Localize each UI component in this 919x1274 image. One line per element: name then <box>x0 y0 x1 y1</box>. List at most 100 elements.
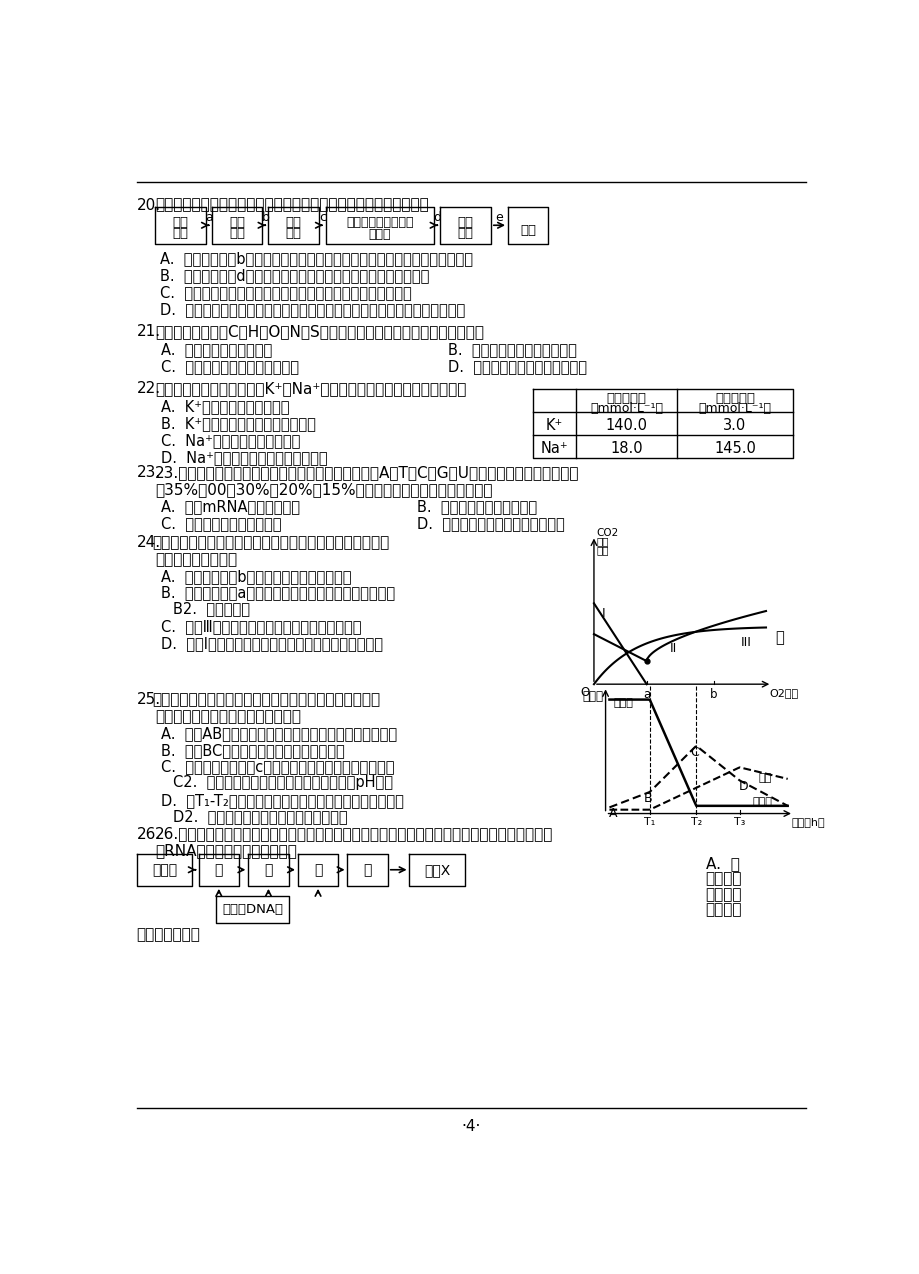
Text: 乙: 乙 <box>264 862 272 877</box>
Text: D.  Na⁺与有关载体蛋白结合排出细胞: D. Na⁺与有关载体蛋白结合排出细胞 <box>162 450 328 465</box>
Text: ·4·: ·4· <box>461 1120 481 1134</box>
Text: A.  结合mRNA，合成蛋白质: A. 结合mRNA，合成蛋白质 <box>162 499 301 515</box>
Text: a: a <box>642 688 650 701</box>
Text: T₁: T₁ <box>643 818 654 827</box>
Text: 加工的蛋: 加工的蛋 <box>705 902 742 917</box>
Text: 戊（有DNA）: 戊（有DNA） <box>221 903 283 916</box>
Text: 有生根发芽能力的胚: 有生根发芽能力的胚 <box>346 217 414 229</box>
Text: C2.  量消耗外，还有乙醇的含量过高及溶液pH下降: C2. 量消耗外，还有乙醇的含量过高及溶液pH下降 <box>173 775 392 790</box>
Text: 细胞外浓度: 细胞外浓度 <box>714 392 754 405</box>
Text: A.  K⁺经钒离子通道排出细胞: A. K⁺经钒离子通道排出细胞 <box>162 399 289 414</box>
Text: A.  与抗原发生特异性结合: A. 与抗原发生特异性结合 <box>162 343 272 357</box>
Text: A.  脱分化发生在b步骤，形成感伤组织，在此过程中植物激素发挥了重要作用: A. 脱分化发生在b步骤，形成感伤组织，在此过程中植物激素发挥了重要作用 <box>160 251 472 266</box>
Text: 叶组: 叶组 <box>229 217 244 229</box>
Text: 愈伤: 愈伤 <box>285 217 301 229</box>
Text: D.  曲线Ⅰ也可以表示酵母菌的细胞呼吸与氧浓度的关系: D. 曲线Ⅰ也可以表示酵母菌的细胞呼吸与氧浓度的关系 <box>162 637 383 651</box>
Text: 组织: 组织 <box>285 227 301 240</box>
Text: B.  曲线BC段酵母菌呼吸的方式为厌氧呼吸: B. 曲线BC段酵母菌呼吸的方式为厌氧呼吸 <box>162 743 345 758</box>
Text: 构可以将: 构可以将 <box>705 887 742 902</box>
Text: B.  用于基因工程获得粘性末端: B. 用于基因工程获得粘性末端 <box>448 343 576 357</box>
Text: d: d <box>433 210 441 224</box>
Text: 22.: 22. <box>137 381 161 396</box>
Text: O: O <box>580 685 589 698</box>
Text: b: b <box>261 210 269 224</box>
Text: T₂: T₂ <box>690 818 701 827</box>
Text: CO2: CO2 <box>596 527 618 538</box>
Text: B.  K⁺与有关载体蛋白结合排出细胞: B. K⁺与有关载体蛋白结合排出细胞 <box>162 417 316 431</box>
Text: 为35%、00、30%、20%、15%，则该细胞器能完成的生理活动是: 为35%、00、30%、20%、15%，则该细胞器能完成的生理活动是 <box>155 482 493 497</box>
Text: 状结构: 状结构 <box>369 228 391 241</box>
Text: T₃: T₃ <box>733 818 744 827</box>
Text: a: a <box>205 210 212 224</box>
Text: C: C <box>689 745 698 759</box>
Text: 经测定某化合物含C、H、O、N、S元素，该化合物不可能具有的一项功能是: 经测定某化合物含C、H、O、N、S元素，该化合物不可能具有的一项功能是 <box>155 324 483 339</box>
Text: 时间（h）: 时间（h） <box>790 818 824 827</box>
Text: 23.对绻色植物细胞某细胞器组成成分进行分析，发现A、T、C、G、U五种碌基的相对含量分别约: 23.对绻色植物细胞某细胞器组成成分进行分析，发现A、T、C、G、U五种碌基的相… <box>155 465 579 480</box>
Text: A: A <box>608 808 617 820</box>
Text: D.  人工种子可以解决有些作物品种繁殖能力差、结子困难或发芙率低等问题: D. 人工种子可以解决有些作物品种繁殖能力差、结子困难或发芙率低等问题 <box>160 302 465 317</box>
Text: B.  当氧气浓度为a时，该器官需氧呼吸和厌氧呼吸消耗的: B. 当氧气浓度为a时，该器官需氧呼吸和厌氧呼吸消耗的 <box>162 586 395 600</box>
Text: A.  图: A. 图 <box>705 856 739 871</box>
Text: e: e <box>495 210 503 224</box>
Text: D: D <box>738 781 747 794</box>
Text: （mmol·L⁻¹）: （mmol·L⁻¹） <box>698 403 771 415</box>
Text: 甲: 甲 <box>214 862 222 877</box>
Text: 葡萄糖: 葡萄糖 <box>582 691 603 703</box>
Text: B: B <box>643 792 652 805</box>
Text: 叶片: 叶片 <box>172 227 188 240</box>
Text: 乙醇: 乙醇 <box>757 773 771 784</box>
Text: O2浓度: O2浓度 <box>769 688 798 698</box>
Text: C.  从叶组织块到种苗形成的过程说明番茄叶片细胞具有全能性: C. 从叶组织块到种苗形成的过程说明番茄叶片细胞具有全能性 <box>160 285 412 301</box>
Text: 26.: 26. <box>137 827 161 842</box>
Text: 氨基酸: 氨基酸 <box>152 862 177 877</box>
Text: 3.0: 3.0 <box>722 418 746 433</box>
Text: 140.0: 140.0 <box>605 418 647 433</box>
Text: 26.下面为某物质的合成与分泌过程示意图，甲、乙、丙、丁、戊表示细胞结构。其中甲、戊中含: 26.下面为某物质的合成与分泌过程示意图，甲、乙、丙、丁、戊表示细胞结构。其中甲… <box>155 827 553 842</box>
Text: 下面为番茄植物组织培养过程的流程图解，以下相关叙述不正确的是: 下面为番茄植物组织培养过程的流程图解，以下相关叙述不正确的是 <box>155 197 428 213</box>
Text: c: c <box>319 210 325 224</box>
Text: （mmol·L⁻¹）: （mmol·L⁻¹） <box>589 403 663 415</box>
Text: 物质X: 物质X <box>424 862 450 877</box>
Text: 右图表示某高等植物的非绿色器官在细胞呼吸与氧浓度的关: 右图表示某高等植物的非绿色器官在细胞呼吸与氧浓度的关 <box>152 535 389 550</box>
Text: 葡萄糖: 葡萄糖 <box>613 698 632 708</box>
Text: C.  曲线Ⅲ中该器官细胞呼吸发生的场所是线粒体: C. 曲线Ⅲ中该器官细胞呼吸发生的场所是线粒体 <box>162 619 361 634</box>
Text: 酵母菌: 酵母菌 <box>752 796 772 806</box>
Text: ，下列叙述正确的是: ，下列叙述正确的是 <box>155 552 237 567</box>
Text: C.  酵母菌种群数量从c点开始下降的主要原因除葡萄糖大: C. 酵母菌种群数量从c点开始下降的主要原因除葡萄糖大 <box>162 759 394 775</box>
Text: 浓度的变化曲线，下列说法错误的是: 浓度的变化曲线，下列说法错误的是 <box>155 708 301 724</box>
Text: A.  当氧气浓度为b时，该器官只进行需氧呼吸: A. 当氧气浓度为b时，该器官只进行需氧呼吸 <box>162 568 352 583</box>
Text: 20.: 20. <box>137 197 161 213</box>
Text: B.  再分化发生在d步骤，是感伤组织重分化成根或芙等器官的过程: B. 再分化发生在d步骤，是感伤组织重分化成根或芙等器官的过程 <box>160 269 429 283</box>
Text: 21.: 21. <box>137 324 161 339</box>
Text: 种子: 种子 <box>457 227 473 240</box>
Text: C.  用于精子、卵细胞的相互识别: C. 用于精子、卵细胞的相互识别 <box>162 359 300 375</box>
Text: I: I <box>601 608 605 620</box>
Text: 细胞内浓度: 细胞内浓度 <box>606 392 646 405</box>
Text: B2.  葡萄糖相等: B2. 葡萄糖相等 <box>173 601 250 617</box>
Text: 白质运到溶酶体: 白质运到溶酶体 <box>137 926 200 941</box>
Text: 释放: 释放 <box>596 536 608 547</box>
Text: 系: 系 <box>775 631 783 645</box>
Text: B.  发出纺锤丝，形成纺锤体: B. 发出纺锤丝，形成纺锤体 <box>417 499 537 515</box>
Text: D.  细胞中蛋白质合成的直接模板: D. 细胞中蛋白质合成的直接模板 <box>448 359 586 375</box>
Text: 右图为不同培养阶段酵母菌种群数量、葡萄糖浓度和乙醇: 右图为不同培养阶段酵母菌种群数量、葡萄糖浓度和乙醇 <box>152 692 380 707</box>
Text: 145.0: 145.0 <box>713 441 755 456</box>
Text: 23.: 23. <box>137 465 161 480</box>
Text: 丁: 丁 <box>363 862 371 877</box>
Text: 25.: 25. <box>137 692 161 707</box>
Text: D.  在T₁-T₂时段，单位时间内酵母菌消耗葡萄糖量迅速增: D. 在T₁-T₂时段，单位时间内酵母菌消耗葡萄糖量迅速增 <box>162 794 404 809</box>
Text: 丙: 丙 <box>313 862 322 877</box>
Text: C.  吸收氧气，进行需氧呼吸: C. 吸收氧气，进行需氧呼吸 <box>162 516 282 531</box>
Text: 有RNA。下列说法中不正确的是: 有RNA。下列说法中不正确的是 <box>155 843 297 859</box>
Text: 某哺乳动物神经细胞内外的K⁺和Na⁺浓度见下表。下列属于主动运输的是: 某哺乳动物神经细胞内外的K⁺和Na⁺浓度见下表。下列属于主动运输的是 <box>155 381 466 396</box>
Text: A.  曲线AB段酵母菌呼吸发生的场所是细胞溶胶和线粒体: A. 曲线AB段酵母菌呼吸发生的场所是细胞溶胶和线粒体 <box>162 726 397 740</box>
Text: 18.0: 18.0 <box>609 441 642 456</box>
Text: 种苗: 种苗 <box>519 224 536 237</box>
Text: b: b <box>709 688 717 701</box>
Text: 24.: 24. <box>137 535 161 550</box>
Text: D2.  加的原因之一是酵母菌种群数量增多: D2. 加的原因之一是酵母菌种群数量增多 <box>173 809 347 824</box>
Text: C.  Na⁺经钓离子通道排出细胞: C. Na⁺经钓离子通道排出细胞 <box>162 433 301 448</box>
Text: Na⁺: Na⁺ <box>540 441 568 456</box>
Text: 植物: 植物 <box>172 217 188 229</box>
Text: II: II <box>669 642 676 655</box>
